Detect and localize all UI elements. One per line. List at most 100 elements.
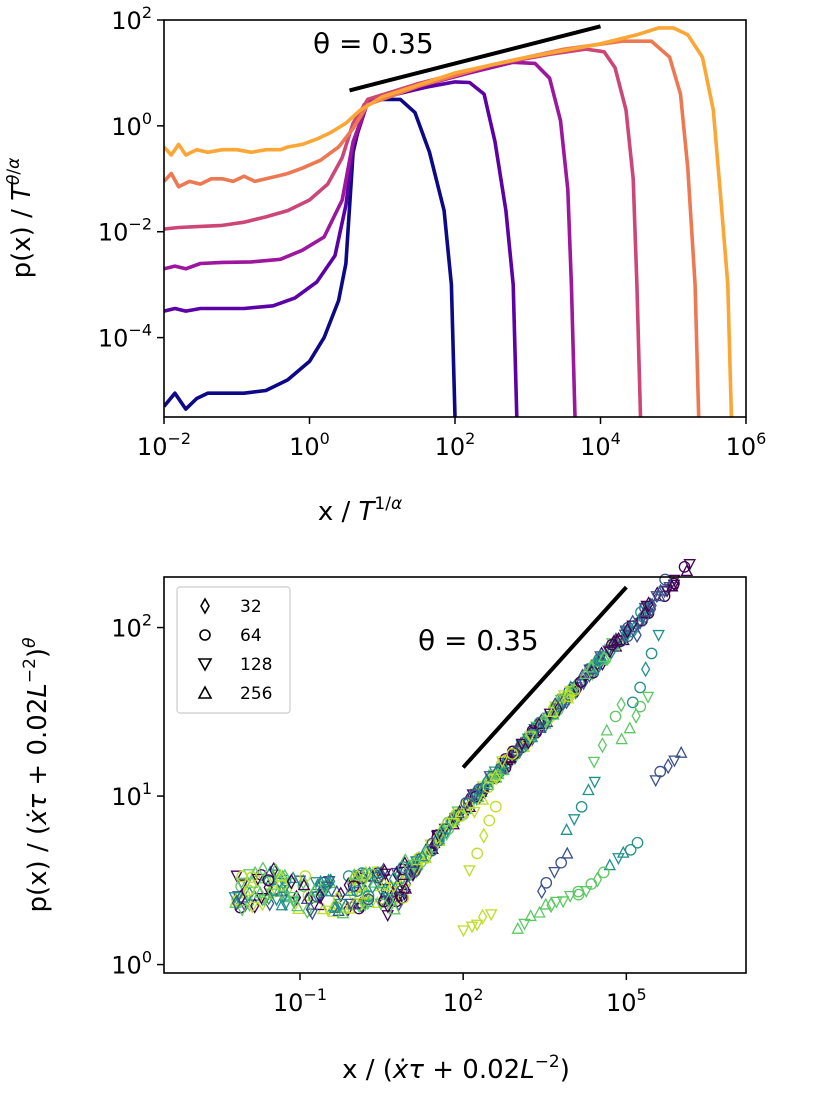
bottom-scatter-point: [310, 891, 324, 904]
bottom-x-axis-label: x / (ẋτ + 0.02L−2): [342, 1052, 570, 1085]
top-series-line-5: [164, 26, 734, 417]
legend-label: 128: [240, 655, 272, 675]
bottom-scatter-point: [658, 586, 671, 599]
bottom-scatter-point: [597, 737, 608, 754]
bottom-scatter-point: [588, 776, 602, 789]
legend: 32 64 128 256: [176, 586, 291, 714]
bottom-scatter-point: [489, 800, 502, 813]
bottom-x-label-L: L: [520, 1055, 535, 1085]
bottom-scatter-point: [244, 886, 255, 903]
legend-marker-triangle-down: [197, 658, 213, 672]
bottom-scatter-point: [678, 561, 691, 573]
top-theta-fit-line: [349, 24, 601, 93]
bottom-scatter-point: [620, 632, 633, 645]
bottom-scatter-point: [231, 894, 242, 911]
bottom-x-label-main: x / (: [342, 1055, 393, 1085]
bottom-scatter-point: [575, 800, 588, 813]
bottom-scatter-point: [276, 884, 287, 901]
bottom-scatter-point: [387, 882, 400, 895]
bottom-scatter-point: [264, 865, 277, 878]
bottom-scatter-point: [616, 696, 626, 713]
bottom-scatter-point: [579, 667, 592, 679]
bottom-scatter-point: [243, 884, 255, 897]
bottom-scatter-point: [556, 896, 570, 909]
legend-box: [176, 586, 291, 714]
bottom-scatter-point: [315, 888, 325, 905]
bottom-scatter-point: [603, 858, 617, 871]
bottom-scatter-point: [489, 768, 502, 781]
bottom-scatter-point: [582, 783, 595, 796]
bottom-scatter-point: [483, 814, 496, 827]
top-x-label-T: T: [359, 497, 377, 527]
bottom-scatter-point: [652, 589, 666, 602]
bottom-scatter-point: [361, 887, 371, 904]
bottom-scatter-point: [492, 770, 505, 783]
top-series-line-2: [164, 60, 577, 417]
bottom-x-label-xdot: ẋτ: [392, 1055, 424, 1085]
legend-marker-triangle-up: [197, 685, 213, 699]
bottom-scatter-point: [305, 901, 315, 918]
bottom-scatter-point: [587, 756, 601, 769]
bottom-scatter-point: [540, 876, 553, 889]
bottom-scatter-point: [481, 777, 495, 790]
legend-marker-circle: [199, 629, 211, 641]
bottom-scatter-point: [641, 691, 655, 704]
bottom-scatter-point: [375, 886, 389, 899]
top-x-label-exp: 1/α: [374, 494, 402, 514]
bottom-scatter-point: [460, 797, 472, 809]
bottom-scatter-point: [388, 902, 401, 915]
bottom-scatter-point: [313, 898, 327, 911]
bottom-scatter-point: [316, 902, 330, 915]
bottom-scatter-point: [652, 629, 665, 642]
bottom-scatter-point: [533, 905, 546, 918]
bottom-scatter-point: [457, 925, 470, 938]
bottom-scatter-point: [353, 887, 366, 900]
top-xtick-label: 104: [580, 429, 621, 461]
bottom-scatter-point: [515, 739, 525, 756]
bottom-plot-frame: [163, 576, 747, 974]
bottom-scatter-point: [554, 694, 568, 707]
bottom-scatter-point: [638, 614, 651, 627]
bottom-scatter-point: [274, 869, 288, 882]
bottom-scatter-point: [265, 888, 278, 901]
bottom-scatter-point: [603, 646, 617, 659]
bottom-scatter-point: [286, 891, 300, 904]
bottom-scatter-point: [663, 758, 673, 775]
bottom-scatter-point: [388, 871, 399, 888]
bottom-scatter-point: [640, 661, 651, 678]
top-y-label-T: T: [7, 183, 37, 201]
bottom-scatter-point: [258, 871, 272, 884]
bottom-scatter-point: [680, 564, 694, 577]
bottom-scatter-point: [592, 660, 602, 677]
bottom-scatter-point: [631, 707, 641, 724]
bottom-scatter-point: [344, 898, 358, 911]
bottom-scatter-point: [560, 823, 573, 835]
bottom-scatter-point: [291, 899, 304, 912]
bottom-scatter-point: [406, 866, 420, 879]
bottom-scatter-point: [609, 710, 622, 723]
bottom-scatter-point: [406, 864, 416, 882]
bottom-scatter-point: [263, 875, 276, 887]
bottom-scatter-point: [328, 901, 342, 913]
bottom-scatter-point: [597, 650, 611, 663]
bottom-x-label-exp: −2: [535, 1052, 560, 1072]
top-xtick-label: 100: [289, 429, 330, 461]
bottom-scatter-point: [546, 897, 556, 914]
bottom-scatter-point: [546, 705, 560, 717]
bottom-scatter-point: [563, 690, 575, 703]
bottom-scatter-point: [378, 863, 391, 876]
bottom-scatter-point: [471, 847, 484, 860]
bottom-scatter-point: [632, 627, 642, 644]
top-ytick-label: 102: [111, 3, 152, 35]
bottom-scatter-point: [379, 868, 392, 881]
top-ytick-label: 100: [111, 109, 152, 141]
bottom-scatter-point: [600, 723, 614, 736]
bottom-scatter-point: [647, 597, 657, 614]
bottom-scatter-point: [634, 681, 646, 694]
bottom-xtick-label: 105: [606, 985, 647, 1017]
bottom-scatter-point: [455, 810, 467, 822]
top-theta-annotation: θ = 0.35: [313, 27, 434, 60]
bottom-scatter-point: [523, 731, 537, 744]
top-x-axis-label: x / T1/α: [318, 494, 402, 527]
